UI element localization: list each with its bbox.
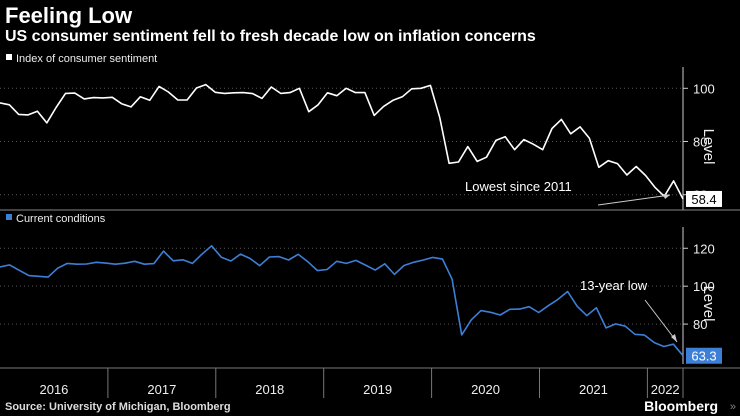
last-value-box <box>686 347 722 364</box>
bloomberg-logo: Bloomberg <box>644 398 718 414</box>
x-tick-label-2021: 2021 <box>579 382 608 397</box>
annotation-arrow <box>644 299 678 343</box>
bloomberg-mark-icon: » <box>729 401 736 413</box>
series-line <box>0 245 684 357</box>
series-line <box>0 83 684 200</box>
legend-swatch <box>6 214 12 220</box>
legend-label: Index of consumer sentiment <box>16 53 157 65</box>
annotation-text: Lowest since 2011 <box>465 179 572 194</box>
x-tick-label-2019: 2019 <box>363 382 392 397</box>
annotation-arrowhead <box>663 194 670 199</box>
annotation-text: 13-year low <box>580 278 648 293</box>
x-tick-label-2017: 2017 <box>147 382 176 397</box>
x-tick-label-2016: 2016 <box>39 382 68 397</box>
legend-label: Current conditions <box>16 213 106 225</box>
chart-subtitle: US consumer sentiment fell to fresh deca… <box>5 28 536 45</box>
annotation-arrow <box>597 194 671 206</box>
last-value-label: 58.4 <box>691 192 716 207</box>
y-axis-title: Level <box>700 129 717 165</box>
last-value-label: 63.3 <box>691 349 716 364</box>
last-value-box <box>686 190 722 207</box>
x-tick-label-2022: 2022 <box>651 382 680 397</box>
chart-title: Feeling Low <box>5 3 133 28</box>
y-tick-label-120: 120 <box>693 241 715 256</box>
source-note: Source: University of Michigan, Bloomber… <box>5 401 231 413</box>
x-tick-label-2018: 2018 <box>255 382 284 397</box>
y-tick-label-80: 80 <box>693 317 707 332</box>
y-tick-label-100: 100 <box>693 279 715 294</box>
y-tick-label-80: 80 <box>693 135 707 150</box>
annotation-arrowhead <box>671 334 677 342</box>
x-tick-label-2020: 2020 <box>471 382 500 397</box>
y-axis-title: Level <box>700 286 717 322</box>
y-tick-label-100: 100 <box>693 81 715 96</box>
legend-swatch <box>6 54 12 60</box>
